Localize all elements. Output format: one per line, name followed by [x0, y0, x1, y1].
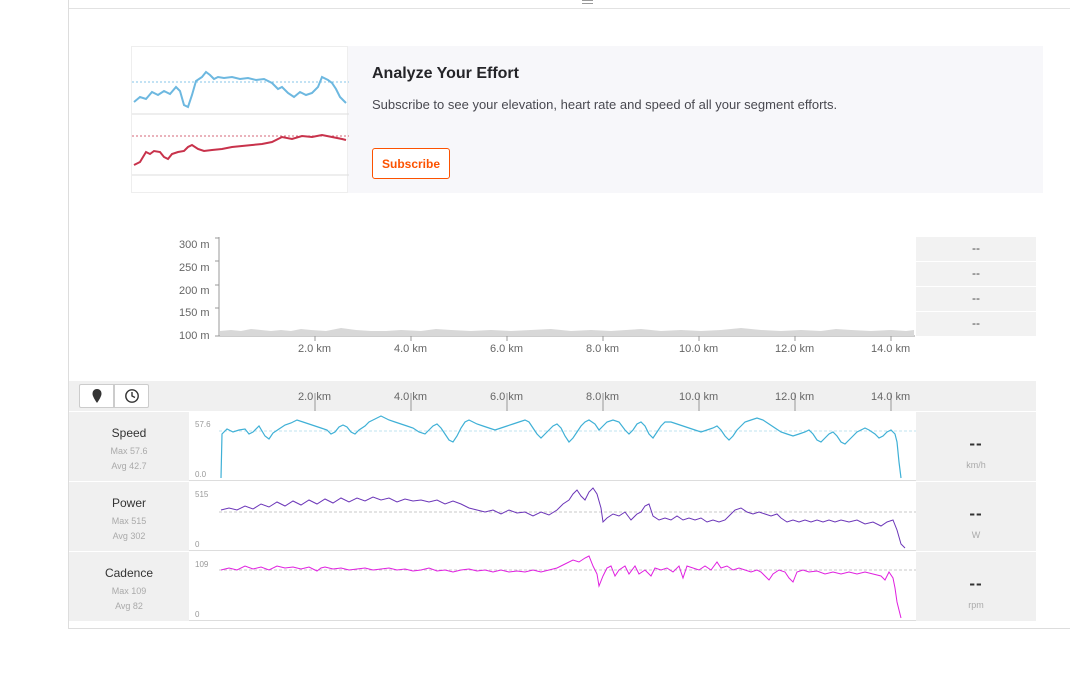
- x-axis-label: 4.0 km: [394, 391, 428, 403]
- elev-y-label: 250 m: [179, 262, 210, 274]
- stream-unit: W: [971, 530, 981, 540]
- x-axis-label: 10.0 km: [679, 391, 719, 403]
- elev-x-label: 6.0 km: [490, 343, 524, 355]
- stream-unit: km/h: [966, 460, 986, 470]
- y-max-label: 109: [195, 560, 209, 569]
- clock-icon: [125, 389, 139, 403]
- stream-name: Power: [111, 496, 146, 510]
- segment-analysis-panel: Analyze Your Effort Subscribe to see you…: [68, 0, 1070, 629]
- speed-stream-row: Speed Max 57.6 Avg 42.7 57.6 0.0 -- km/h: [69, 412, 1036, 482]
- elevation-chart: 300 m 250 m 200 m 150 m 100 m 2.0 km 4.0…: [161, 235, 941, 360]
- stream-avg: Avg 302: [112, 531, 146, 541]
- elev-y-label: 150 m: [179, 307, 210, 319]
- upsell-description: Subscribe to see your elevation, heart r…: [372, 97, 838, 112]
- stream-max: Max 109: [111, 586, 147, 596]
- stream-avg: Avg 82: [115, 601, 143, 611]
- side-value: --: [916, 312, 1036, 336]
- stream-avg: Avg 42.7: [111, 461, 147, 471]
- elev-y-label: 100 m: [179, 330, 210, 342]
- x-axis-label: 2.0 km: [298, 391, 332, 403]
- stream-value: --: [969, 504, 983, 523]
- stream-value: --: [969, 574, 983, 593]
- y-max-label: 515: [195, 490, 209, 499]
- stream-x-axis: 2.0 km 4.0 km 6.0 km 8.0 km 10.0 km 12.0…: [219, 381, 916, 411]
- y-min-label: 0: [195, 540, 200, 549]
- x-axis-label: 6.0 km: [490, 391, 524, 403]
- subscribe-button[interactable]: Subscribe: [372, 148, 450, 179]
- stream-value: --: [969, 434, 983, 453]
- upsell-preview-image: [131, 46, 349, 193]
- power-plot[interactable]: 515 0: [189, 482, 916, 551]
- stream-name: Speed: [111, 426, 147, 440]
- drag-handle-icon[interactable]: [582, 0, 593, 6]
- stream-unit: rpm: [968, 600, 984, 610]
- cadence-value-panel: -- rpm: [916, 552, 1036, 621]
- cadence-label-panel: Cadence Max 109 Avg 82: [69, 552, 189, 621]
- stream-max: Max 57.6: [110, 446, 148, 456]
- upsell-title: Analyze Your Effort: [372, 65, 519, 82]
- y-max-label: 57.6: [195, 420, 211, 429]
- elev-x-label: 12.0 km: [775, 343, 815, 355]
- elevation-side-values: -- -- -- --: [916, 237, 1036, 337]
- cadence-stream-row: Cadence Max 109 Avg 82 109 0 -- rpm: [69, 552, 1036, 622]
- drag-bar[interactable]: [69, 0, 1070, 9]
- cadence-plot[interactable]: 109 0: [189, 552, 916, 621]
- distance-toggle-button[interactable]: [79, 384, 114, 408]
- elev-x-label: 10.0 km: [679, 343, 719, 355]
- x-axis-label: 14.0 km: [871, 391, 911, 403]
- y-min-label: 0: [195, 610, 200, 619]
- stream-toolbar: 2.0 km 4.0 km 6.0 km 8.0 km 10.0 km 12.0…: [69, 381, 1036, 411]
- elev-x-label: 14.0 km: [871, 343, 911, 355]
- speed-plot[interactable]: 57.6 0.0: [189, 412, 916, 481]
- power-stream-row: Power Max 515 Avg 302 515 0 -- W: [69, 482, 1036, 552]
- upsell-banner: Analyze Your Effort Subscribe to see you…: [131, 46, 1043, 193]
- elev-x-label: 4.0 km: [394, 343, 428, 355]
- stream-name: Cadence: [104, 566, 154, 580]
- y-min-label: 0.0: [195, 470, 207, 479]
- x-axis-label: 8.0 km: [586, 391, 620, 403]
- side-value: --: [916, 262, 1036, 286]
- elev-y-label: 200 m: [179, 285, 210, 297]
- power-label-panel: Power Max 515 Avg 302: [69, 482, 189, 551]
- elev-x-label: 2.0 km: [298, 343, 332, 355]
- power-value-panel: -- W: [916, 482, 1036, 551]
- map-pin-icon: [92, 389, 102, 403]
- side-value: --: [916, 287, 1036, 311]
- elev-x-label: 8.0 km: [586, 343, 620, 355]
- x-axis-label: 12.0 km: [775, 391, 815, 403]
- side-value: --: [916, 237, 1036, 261]
- speed-label-panel: Speed Max 57.6 Avg 42.7: [69, 412, 189, 481]
- stream-max: Max 515: [111, 516, 147, 526]
- elev-y-label: 300 m: [179, 239, 210, 251]
- speed-value-panel: -- km/h: [916, 412, 1036, 481]
- time-toggle-button[interactable]: [114, 384, 149, 408]
